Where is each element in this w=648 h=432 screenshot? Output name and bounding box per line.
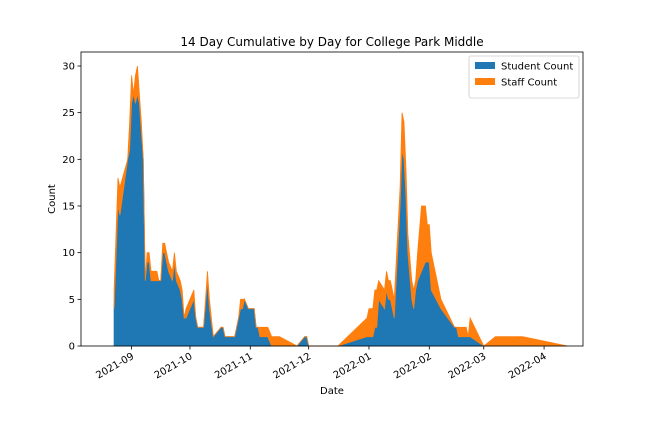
- x-tick-label: 2022-04: [507, 351, 549, 381]
- x-tick-label: 2021-09: [94, 351, 136, 381]
- legend: Student Count Staff Count: [468, 55, 580, 99]
- legend-label: Student Count: [501, 62, 573, 73]
- x-tick-label: 2022-02: [392, 351, 434, 381]
- y-tick-label: 5: [69, 295, 75, 306]
- y-tick-label: 10: [62, 248, 75, 259]
- legend-label: Staff Count: [501, 78, 557, 89]
- x-tick-label: 2021-12: [271, 351, 313, 381]
- y-tick-label: 0: [69, 342, 75, 353]
- legend-swatch: [475, 78, 495, 85]
- y-tick-label: 15: [62, 202, 75, 213]
- legend-box: [468, 55, 580, 99]
- y-axis: 0 5 10 15 20 25 30: [62, 62, 81, 353]
- x-axis-title: Date: [320, 386, 344, 397]
- y-tick-label: 30: [62, 62, 75, 73]
- x-tick-label: 2021-10: [153, 351, 195, 381]
- plot-frame: [80, 51, 584, 347]
- x-axis: 2021-09 2021-10 2021-11 2021-12 2022-01 2022-…: [94, 346, 549, 381]
- area-layer: [113, 65, 568, 347]
- chart-title: 14 Day Cumulative by Day for College Par…: [180, 35, 483, 49]
- legend-swatch: [475, 62, 495, 69]
- x-tick-label: 2021-11: [213, 351, 255, 381]
- y-tick-label: 20: [62, 155, 75, 166]
- x-tick-label: 2022-01: [332, 351, 374, 381]
- y-tick-label: 25: [62, 108, 75, 119]
- x-tick-label: 2022-03: [447, 351, 489, 381]
- area-student-count: [113, 93, 568, 347]
- y-axis-title: Count: [47, 184, 58, 214]
